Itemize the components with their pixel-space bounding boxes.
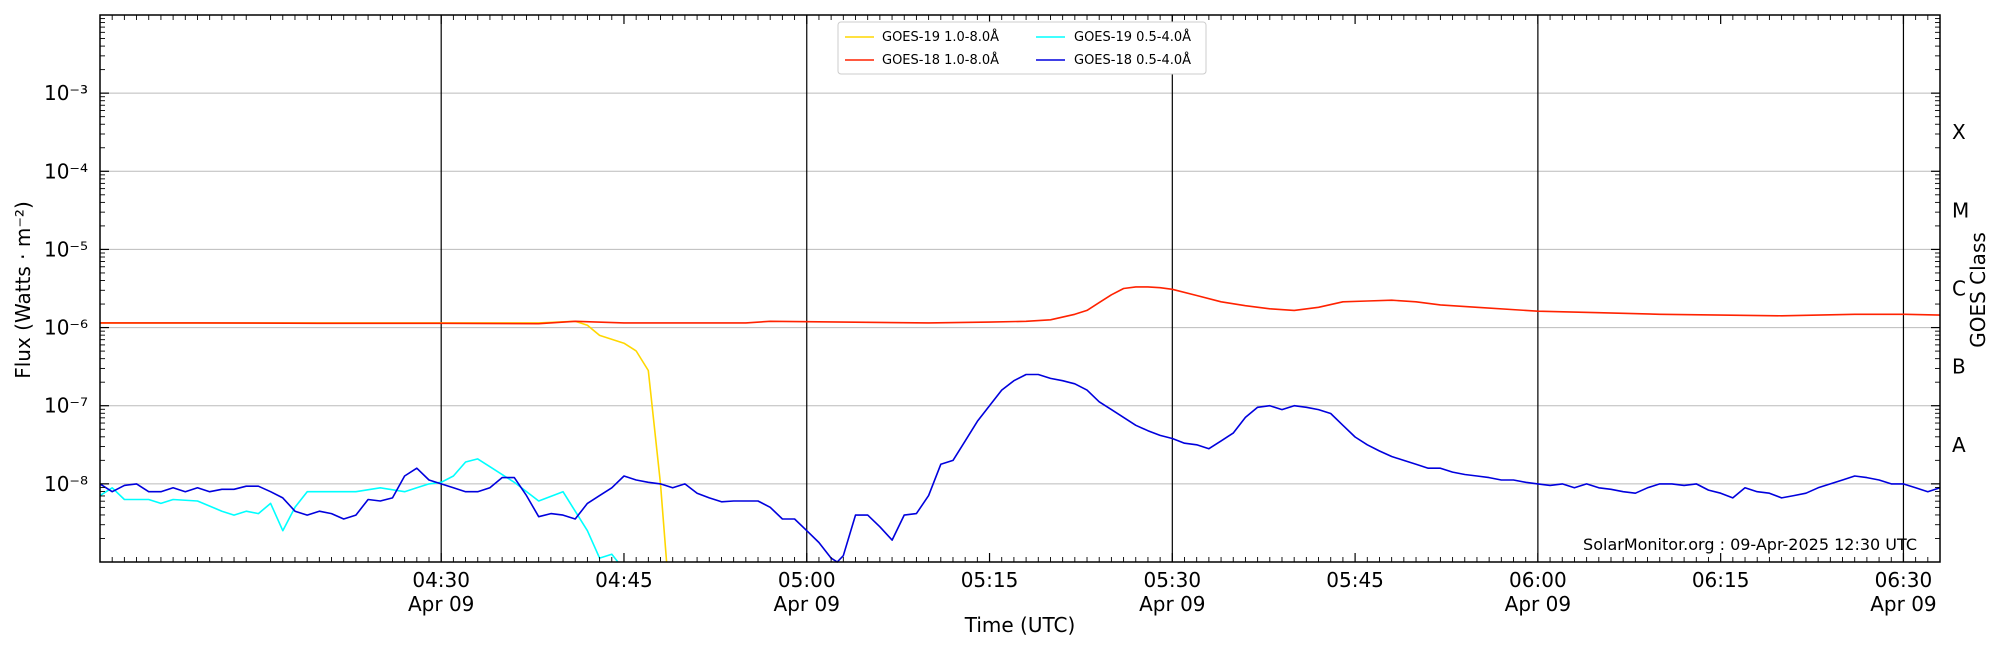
y-tick-label: 10⁻⁸: [44, 472, 88, 496]
y-axis-title-right: GOES Class: [1966, 232, 1990, 348]
goes-class-label: A: [1952, 433, 1966, 457]
legend: GOES-19 1.0-8.0Å GOES-18 1.0-8.0Å GOES-1…: [837, 21, 1207, 75]
x-tick-label: 06:15: [1692, 568, 1750, 592]
legend-label-goes18-short: GOES-18 0.5-4.0Å: [1074, 52, 1191, 68]
y-tick-label: 10⁻⁴: [44, 159, 88, 183]
y-tick-label: 10⁻⁵: [44, 237, 88, 261]
x-tick-label: 04:45: [595, 568, 653, 592]
x-tick-label: 05:45: [1326, 568, 1384, 592]
x-tick-label: 05:15: [961, 568, 1019, 592]
goes-class-label: X: [1952, 120, 1966, 144]
y-tick-label: 10⁻³: [44, 81, 88, 105]
legend-label-goes19-short: GOES-19 0.5-4.0Å: [1074, 29, 1191, 45]
x-tick-date-label: Apr 09: [1870, 592, 1936, 616]
goes-class-label: M: [1952, 198, 1969, 222]
x-tick-label: 06:30: [1875, 568, 1933, 592]
series-layer: [99, 286, 1941, 563]
x-tick-label: 05:00: [778, 568, 836, 592]
y-axis-title: Flux (Watts · m⁻²): [11, 201, 35, 379]
x-tick-label: 06:00: [1509, 568, 1567, 592]
x-tick-label: 04:30: [412, 568, 470, 592]
y-tick-label: 10⁻⁶: [44, 316, 88, 340]
grid-layer: [100, 15, 1940, 562]
x-tick-date-label: Apr 09: [1505, 592, 1571, 616]
plot-frame: [99, 14, 1941, 563]
x-tick-date-label: Apr 09: [774, 592, 840, 616]
legend-label-goes18-long: GOES-18 1.0-8.0Å: [882, 52, 999, 68]
series-line-3: [99, 373, 1941, 563]
legend-frame: [837, 21, 1207, 75]
x-tick-label: 05:30: [1143, 568, 1201, 592]
x-tick-date-label: Apr 09: [1139, 592, 1205, 616]
y-tick-label: 10⁻⁷: [44, 394, 88, 418]
watermark: SolarMonitor.org : 09-Apr-2025 12:30 UTC: [1583, 535, 1917, 554]
goes-class-label: C: [1952, 277, 1966, 301]
goes-class-label: B: [1952, 355, 1966, 379]
x-tick-date-label: Apr 09: [408, 592, 474, 616]
series-line-2: [99, 458, 619, 563]
x-axis-title: Time (UTC): [964, 613, 1076, 637]
series-line-1: [100, 286, 1941, 325]
legend-label-goes19-long: GOES-19 1.0-8.0Å: [882, 29, 999, 45]
